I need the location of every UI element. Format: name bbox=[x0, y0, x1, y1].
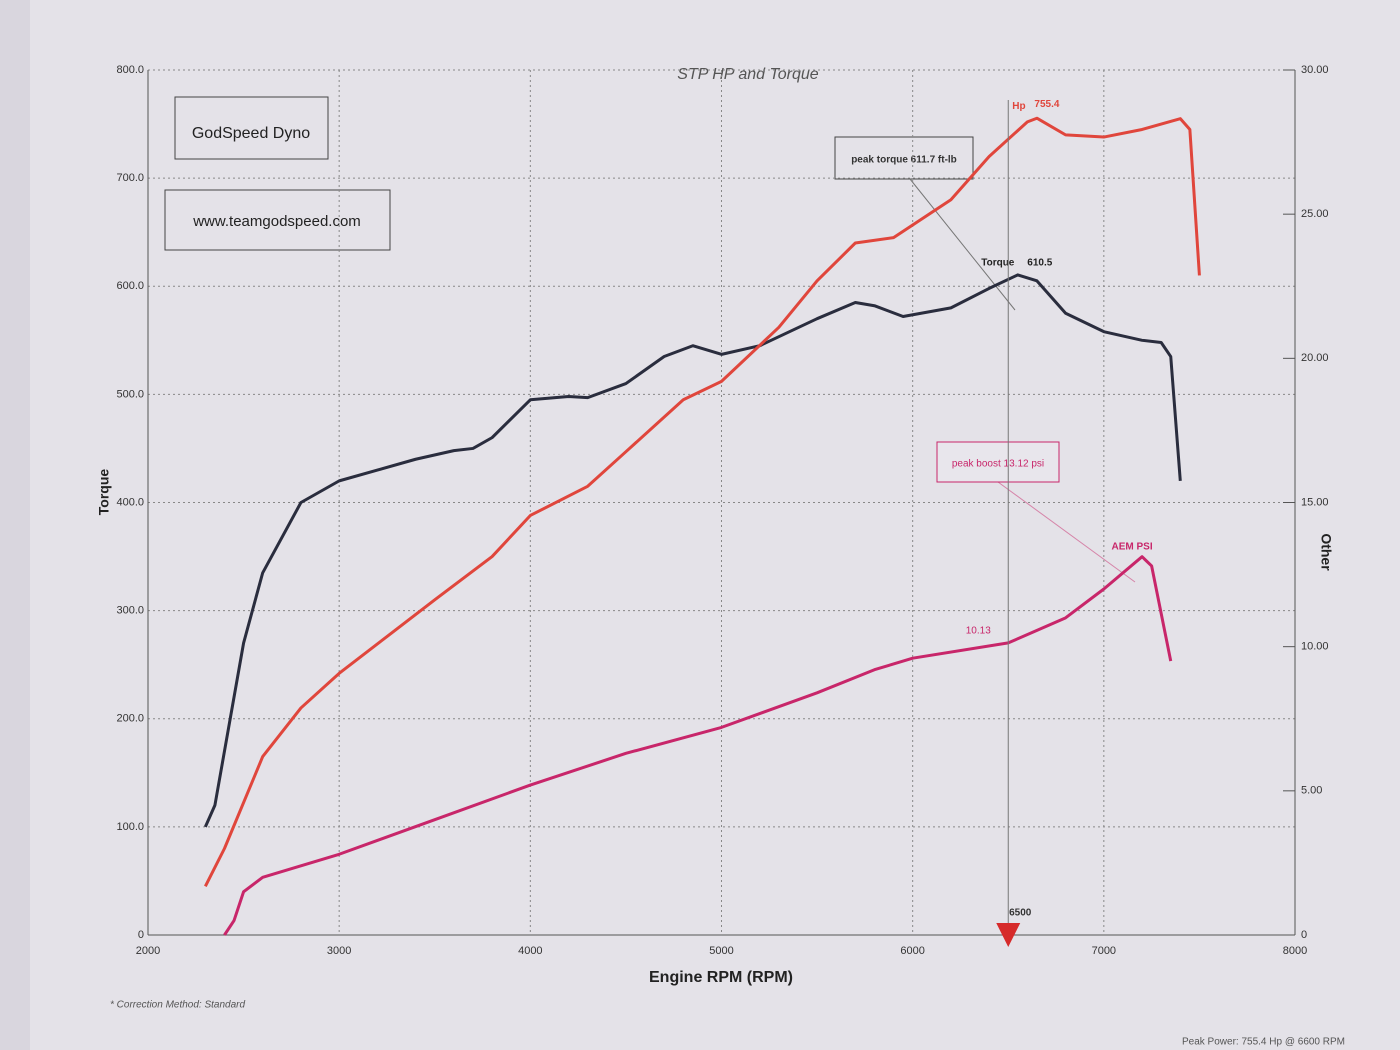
peak-torque: peak torque 611.7 ft-lb bbox=[851, 155, 957, 166]
x-tick-label: 6000 bbox=[900, 945, 924, 957]
leader-line bbox=[997, 481, 1136, 583]
peak-torque-box bbox=[834, 136, 974, 180]
x-tick-label: 8000 bbox=[1283, 945, 1307, 957]
y2-tick-label: 10.00 bbox=[1301, 641, 1329, 653]
peak-boost-box bbox=[936, 441, 1060, 483]
y-tick-label: 400.0 bbox=[116, 496, 144, 508]
series-label: Hp bbox=[1012, 101, 1025, 112]
y2-axis-label: Other bbox=[1318, 533, 1334, 571]
series-line bbox=[223, 555, 1173, 936]
y-tick-label: 100.0 bbox=[116, 821, 144, 833]
y2-tick-label: 15.00 bbox=[1301, 496, 1329, 508]
x-tick-label: 2000 bbox=[136, 945, 160, 957]
y-tick-label: 800.0 bbox=[116, 64, 144, 76]
value-label: 10.13 bbox=[966, 626, 991, 637]
series-line bbox=[204, 116, 1201, 888]
peak-boost: peak boost 13.12 psi bbox=[952, 459, 1044, 470]
y-tick-label: 700.0 bbox=[116, 172, 144, 184]
y-tick-label: 0 bbox=[138, 929, 144, 941]
peak-power-note: Peak Power: 755.4 Hp @ 6600 RPM bbox=[1182, 1037, 1345, 1048]
series-label: Torque bbox=[981, 258, 1015, 269]
y2-tick-label: 30.00 bbox=[1301, 64, 1329, 76]
website: www.teamgodspeed.com bbox=[192, 213, 361, 230]
chart-title: STP HP and Torque bbox=[677, 66, 819, 83]
marker-label: 6500 bbox=[1009, 908, 1032, 919]
shop-name: GodSpeed Dyno bbox=[192, 125, 310, 142]
paper bbox=[30, 0, 1400, 1050]
correction-note: * Correction Method: Standard bbox=[110, 1000, 246, 1011]
website-box bbox=[164, 189, 391, 251]
peak-value-label: 610.5 bbox=[1027, 258, 1052, 269]
marker-triangle bbox=[996, 923, 1021, 947]
x-tick-label: 5000 bbox=[709, 945, 733, 957]
y2-tick-label: 20.00 bbox=[1301, 352, 1329, 364]
y-axis-label: Torque bbox=[96, 469, 112, 516]
y2-tick-label: 5.00 bbox=[1301, 785, 1322, 797]
y-tick-label: 600.0 bbox=[116, 280, 144, 292]
y-tick-label: 200.0 bbox=[116, 713, 144, 725]
y-tick-label: 500.0 bbox=[116, 388, 144, 400]
x-tick-label: 3000 bbox=[327, 945, 351, 957]
shop-box bbox=[174, 96, 329, 160]
x-tick-label: 4000 bbox=[518, 945, 542, 957]
y-tick-label: 300.0 bbox=[116, 605, 144, 617]
x-axis-label: Engine RPM (RPM) bbox=[649, 969, 793, 986]
y2-tick-label: 25.00 bbox=[1301, 208, 1329, 220]
y2-tick-label: 0 bbox=[1301, 929, 1307, 941]
peak-value-label: 755.4 bbox=[1034, 99, 1059, 110]
series-line bbox=[203, 273, 1182, 828]
leader-line bbox=[909, 178, 1016, 311]
x-tick-label: 7000 bbox=[1092, 945, 1116, 957]
series-label: AEM PSI bbox=[1112, 541, 1153, 552]
